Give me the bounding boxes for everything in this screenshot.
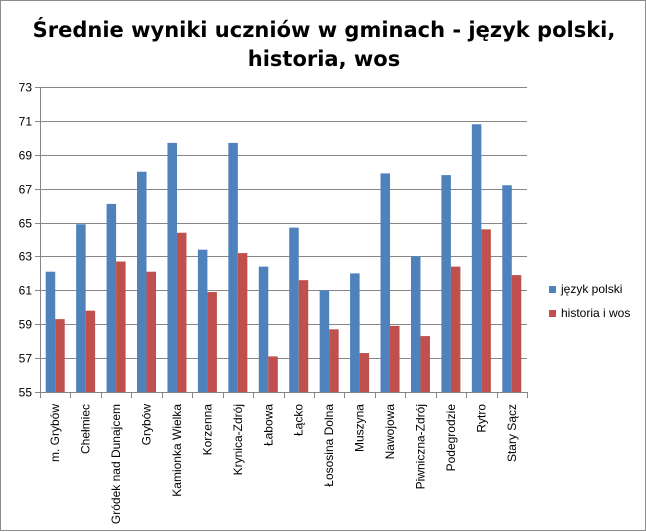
bar-jezyk-polski (228, 142, 238, 392)
bar-jezyk-polski (350, 273, 360, 392)
x-category-label: Nawojowa (383, 404, 397, 460)
legend-swatch (549, 286, 556, 293)
y-tick-label: 59 (19, 318, 33, 332)
bar-jezyk-polski (137, 171, 147, 392)
y-tick-label: 65 (19, 217, 33, 231)
bar-historia-i-wos (146, 271, 157, 392)
bar-historia-i-wos (359, 353, 370, 392)
bar-jezyk-polski (441, 175, 451, 392)
x-category-label: Podegrodzie (444, 404, 458, 472)
x-category-label: Piwniczna-Zdrój (413, 404, 427, 489)
legend-label: język polski (560, 282, 622, 296)
x-category-label: Gródek nad Dunajcem (109, 404, 123, 524)
x-category-label: Muszyna (353, 404, 367, 452)
bar-historia-i-wos (176, 232, 187, 392)
bar-jezyk-polski (410, 256, 421, 392)
y-tick-label: 55 (19, 386, 33, 400)
bar-jezyk-polski (319, 290, 330, 392)
bar-jezyk-polski (167, 142, 177, 392)
bars (45, 124, 522, 393)
x-category-label: Grybów (140, 404, 154, 446)
bar-historia-i-wos (481, 229, 491, 392)
bar-jezyk-polski (258, 266, 269, 392)
bar-historia-i-wos (55, 319, 65, 392)
bar-historia-i-wos (390, 325, 400, 392)
x-category-label: m. Grybów (48, 404, 62, 462)
bar-historia-i-wos (207, 292, 217, 392)
bar-jezyk-polski (380, 173, 391, 392)
bar-historia-i-wos (116, 261, 126, 392)
y-tick-label: 71 (19, 115, 33, 129)
bar-historia-i-wos (268, 356, 278, 392)
y-tick-label: 73 (19, 81, 33, 95)
x-category-label: Stary Sącz (505, 404, 519, 462)
bar-jezyk-polski (471, 124, 482, 393)
legend-label: historia i wos (561, 306, 630, 320)
x-category-label: Łabowa (261, 404, 275, 446)
axes: 55 57 59 61 63 65 67 69 71 73 m. Grybów Chełmiec Gró… (19, 81, 528, 524)
bar-jezyk-polski (289, 227, 299, 392)
x-category-label: Chełmiec (79, 404, 93, 454)
x-category-label: Krynica-Zdrój (231, 404, 245, 475)
y-tick-label: 67 (19, 183, 33, 197)
bar-historia-i-wos (237, 253, 248, 392)
legend-swatch (549, 310, 556, 317)
chart-title-line-1: Średnie wyniki uczniów w gminach - język… (33, 17, 616, 42)
y-tick-label: 61 (19, 284, 33, 298)
x-category-label: Rytro (474, 404, 488, 433)
bar-jezyk-polski (106, 203, 117, 392)
y-tick-label: 69 (19, 149, 33, 163)
x-category-label: Łącko (292, 404, 306, 436)
y-tick-label: 63 (19, 250, 33, 264)
bar-jezyk-polski (197, 249, 208, 392)
bar-jezyk-polski (76, 224, 86, 392)
bar-historia-i-wos (85, 310, 96, 392)
bar-historia-i-wos (511, 275, 522, 392)
bar-historia-i-wos (450, 266, 461, 392)
bar-historia-i-wos (329, 329, 339, 392)
x-category-label: Korzenna (200, 404, 214, 456)
bar-historia-i-wos (298, 280, 309, 392)
chart-title-line-2: historia, wos (248, 47, 400, 71)
x-category-label: Kamionka Wielka (170, 404, 184, 497)
bar-jezyk-polski (502, 185, 512, 392)
y-tick-label: 57 (19, 352, 33, 366)
bar-jezyk-polski (45, 271, 56, 392)
legend: język polski historia i wos (549, 282, 630, 320)
bar-historia-i-wos (420, 336, 430, 392)
x-category-label: Łososina Dolna (322, 404, 336, 487)
